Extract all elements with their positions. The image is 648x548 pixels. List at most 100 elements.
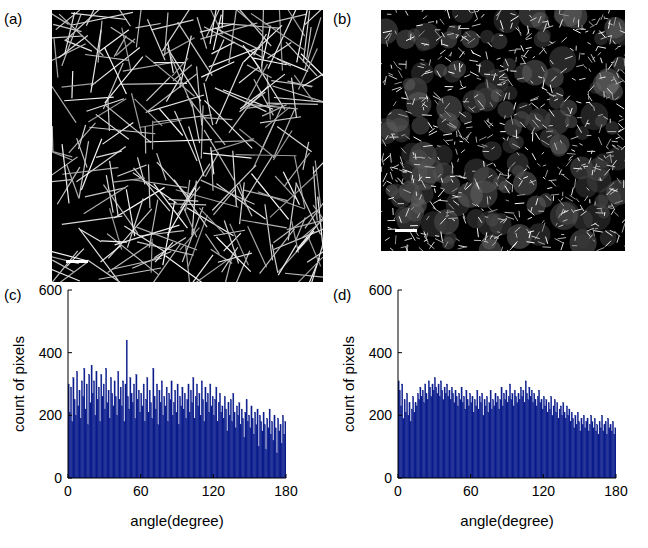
bar — [568, 415, 569, 478]
fiber — [215, 28, 259, 49]
filament — [538, 211, 544, 212]
fiber — [307, 27, 311, 58]
bar — [558, 418, 559, 478]
x-axis — [68, 478, 286, 479]
filament — [440, 218, 446, 224]
bar — [182, 387, 183, 478]
fiber — [67, 165, 79, 198]
bar — [426, 393, 427, 478]
filament — [382, 139, 386, 146]
filament — [596, 18, 600, 25]
filament — [594, 164, 596, 172]
bar — [232, 422, 233, 478]
bar — [146, 400, 147, 478]
filament — [493, 73, 495, 80]
haze — [491, 89, 504, 102]
filament — [405, 91, 407, 98]
fiber — [99, 268, 162, 279]
filament — [454, 142, 455, 145]
fiber — [239, 67, 259, 83]
filament — [581, 211, 587, 216]
filament — [388, 73, 393, 75]
filament — [504, 116, 506, 119]
y-tick-label: 0 — [384, 470, 392, 486]
bar — [196, 384, 197, 478]
bar — [474, 400, 475, 478]
fiber — [215, 88, 266, 112]
filament — [519, 105, 527, 108]
filament — [608, 206, 612, 207]
filament — [606, 147, 609, 149]
filament — [605, 231, 612, 236]
bar — [274, 415, 275, 478]
bar — [456, 397, 457, 478]
filament — [603, 116, 608, 119]
haze — [612, 57, 625, 72]
filament — [388, 220, 396, 221]
fiber — [197, 17, 207, 48]
fiber — [304, 10, 323, 25]
filament — [523, 176, 528, 178]
filament — [596, 248, 604, 251]
fiber — [296, 231, 314, 252]
filament — [546, 237, 548, 244]
filament — [537, 163, 541, 166]
filament — [405, 11, 408, 16]
filament — [530, 97, 539, 101]
bar — [236, 406, 237, 478]
haze — [409, 149, 428, 168]
filament — [541, 67, 544, 72]
filament — [446, 139, 453, 141]
bar — [442, 390, 443, 478]
bar — [125, 384, 126, 478]
haze — [381, 19, 398, 45]
bar — [213, 415, 214, 478]
filament — [504, 93, 507, 101]
filament — [433, 207, 441, 212]
fiber — [273, 210, 317, 243]
bar — [204, 422, 205, 478]
filament — [554, 143, 557, 150]
haze — [527, 195, 547, 215]
bar — [534, 393, 535, 478]
bar — [120, 387, 121, 478]
filament — [563, 220, 568, 222]
fiber — [58, 35, 87, 58]
filament — [500, 29, 503, 32]
bar — [592, 422, 593, 478]
filament — [405, 61, 406, 69]
filament — [453, 196, 459, 197]
filament — [622, 143, 625, 149]
filament — [542, 88, 548, 91]
filament — [531, 207, 532, 212]
filament — [579, 144, 582, 146]
y-axis — [398, 290, 399, 478]
bar — [201, 381, 202, 478]
bar — [83, 397, 84, 478]
filament — [613, 146, 619, 149]
filament — [438, 157, 440, 160]
bar — [517, 403, 518, 478]
filament — [560, 14, 569, 16]
filament — [557, 167, 559, 170]
bar — [143, 384, 144, 478]
bar — [485, 406, 486, 478]
filament — [481, 14, 484, 17]
fiber — [152, 121, 153, 150]
bar — [268, 428, 269, 478]
filament — [514, 114, 517, 115]
filament — [622, 223, 625, 232]
filament — [471, 11, 477, 13]
filament — [435, 100, 438, 105]
filament — [577, 117, 582, 118]
filament — [500, 218, 507, 222]
bar — [446, 384, 447, 478]
bar — [404, 400, 405, 478]
filament — [593, 107, 595, 111]
bar — [545, 406, 546, 478]
y-axis — [68, 290, 69, 478]
filament — [528, 217, 532, 219]
filament — [420, 64, 425, 65]
filament — [546, 130, 553, 132]
haze — [507, 153, 529, 175]
